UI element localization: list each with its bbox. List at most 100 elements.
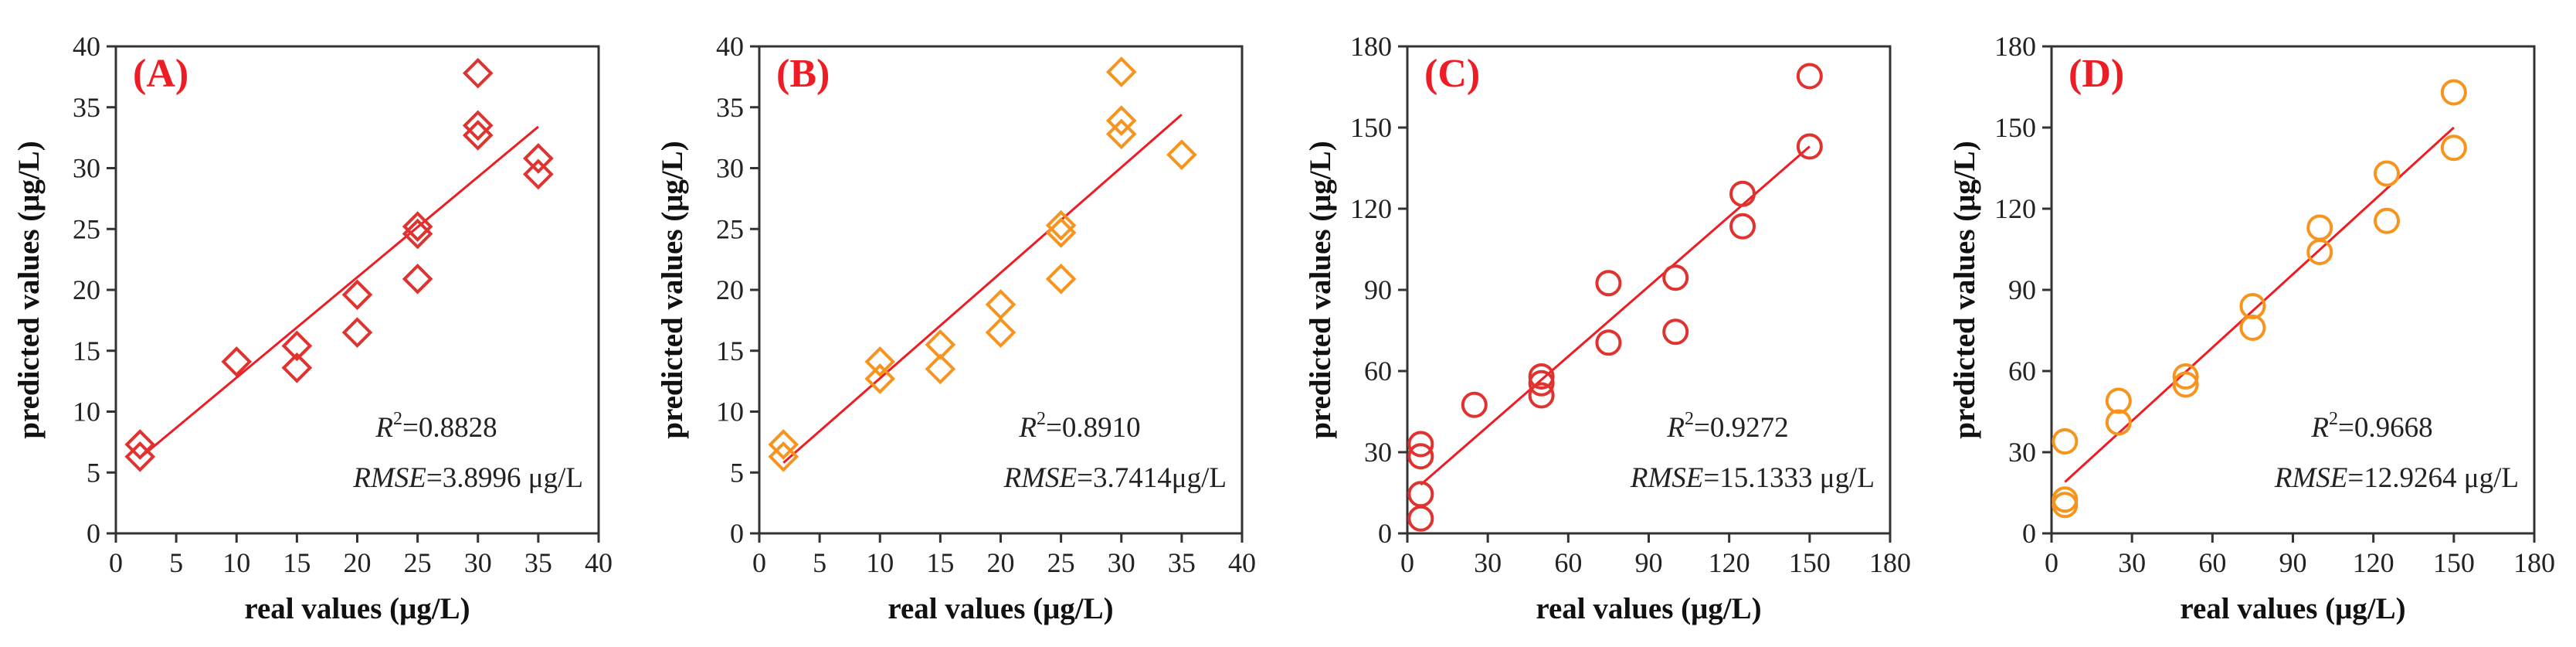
x-tick-label: 0 [109, 547, 123, 578]
y-tick-label: 90 [2008, 274, 2036, 305]
data-point-circle [2172, 363, 2199, 390]
rmse-annotation: RMSE=15.1333 μg/L [1630, 462, 1875, 494]
data-point-circle [2374, 160, 2401, 187]
y-tick-label: 150 [1350, 112, 1392, 143]
x-tick-label: 40 [1228, 547, 1256, 578]
fit-line [139, 125, 539, 459]
data-point-diamond [985, 317, 1016, 348]
data-point-circle [1461, 391, 1488, 418]
x-tick-label: 10 [866, 547, 894, 578]
x-tick-label: 30 [1108, 547, 1135, 578]
r2-superscript: 2 [1037, 409, 1046, 429]
chart-panel-3: 0 30 60 90 120 150 180 0 30 60 90 120 150 180 real val… [1304, 31, 1911, 625]
data-point-diamond [1166, 139, 1197, 171]
y-tick-label: 10 [716, 397, 744, 427]
data-point-circle [2172, 371, 2199, 398]
x-tick-label: 5 [813, 547, 826, 578]
data-point-circle [1407, 481, 1434, 508]
data-point-circle [1729, 213, 1756, 240]
r2-annotation: R2=0.9668 [2310, 409, 2432, 444]
y-tick-label: 20 [73, 274, 100, 305]
fit-line [782, 114, 1183, 464]
x-tick-label: 180 [1869, 547, 1911, 578]
x-tick-label: 20 [987, 547, 1015, 578]
y-tick-label: 0 [2022, 518, 2036, 549]
x-tick-label: 90 [2279, 547, 2307, 578]
x-axis-title: real values (μg/L) [2180, 592, 2405, 625]
data-point-circle [2052, 486, 2079, 513]
y-tick-label: 30 [2008, 437, 2036, 468]
x-tick-label: 15 [283, 547, 311, 578]
r2-superscript: 2 [2329, 409, 2338, 429]
data-point-circle [2306, 214, 2333, 241]
data-point-circle [1796, 63, 1823, 90]
y-axis-title: predicted values (μg/L) [1948, 141, 1981, 438]
rmse-label: RMSE [2274, 462, 2348, 494]
data-point-circle [1528, 363, 1555, 390]
y-tick-label: 15 [716, 335, 744, 366]
data-point-diamond [1105, 56, 1137, 87]
data-point-diamond [925, 329, 956, 360]
r2-value: =0.9668 [2338, 412, 2433, 444]
data-point-circle [1595, 270, 1622, 297]
y-tick-label: 20 [716, 274, 744, 305]
data-point-diamond [281, 330, 313, 362]
y-axis-title: predicted values (μg/L) [656, 141, 689, 438]
data-point-diamond [1105, 105, 1137, 136]
r2-label: R [375, 412, 393, 444]
plot-frame [114, 45, 600, 535]
y-tick-label: 120 [1994, 193, 2036, 224]
x-axis-title: real values (μg/L) [244, 592, 470, 625]
y-tick-label: 30 [716, 153, 744, 184]
x-tick-label: 120 [2353, 547, 2394, 578]
rmse-value: =3.8996 μg/L [426, 462, 583, 494]
y-tick-label: 5 [730, 457, 744, 488]
r2-value: =0.8828 [402, 412, 497, 444]
y-tick-label: 40 [716, 31, 744, 62]
data-point-circle [1595, 329, 1622, 356]
rmse-label: RMSE [352, 462, 426, 494]
data-point-circle [2052, 492, 2079, 519]
data-point-diamond [402, 211, 433, 242]
rmse-annotation: RMSE=12.9264 μg/L [2274, 462, 2519, 494]
y-tick-label: 180 [1994, 31, 2036, 62]
data-point-diamond [124, 429, 156, 460]
r2-value: =0.9272 [1694, 412, 1789, 444]
data-point-diamond [341, 317, 373, 348]
data-point-circle [1407, 505, 1434, 532]
rmse-value: =15.1333 μg/L [1703, 462, 1875, 494]
data-point-diamond [925, 353, 956, 385]
panel-label: (D) [2069, 52, 2124, 96]
data-point-circle [2374, 207, 2401, 234]
data-point-circle [1528, 382, 1555, 409]
data-point-circle [2306, 239, 2333, 265]
chart-panel-4: 0 30 60 90 120 150 180 0 30 60 90 120 150 180 real val… [1948, 31, 2555, 625]
r2-annotation: R2=0.9272 [1666, 409, 1788, 444]
rmse-label: RMSE [1003, 462, 1078, 494]
rmse-annotation: RMSE=3.7414μg/L [1003, 462, 1227, 494]
data-point-diamond [1105, 118, 1137, 150]
y-tick-label: 0 [87, 518, 100, 549]
r2-superscript: 2 [1685, 409, 1694, 429]
x-tick-label: 35 [524, 547, 552, 578]
data-point-diamond [462, 57, 494, 89]
panel-label: (C) [1424, 52, 1480, 96]
data-point-diamond [523, 143, 554, 174]
rmse-value: =12.9264 μg/L [2347, 462, 2519, 494]
y-tick-label: 60 [1364, 356, 1392, 386]
r2-value: =0.8910 [1046, 412, 1141, 444]
panel-label: (B) [776, 52, 830, 96]
data-point-circle [1528, 369, 1555, 397]
y-tick-label: 0 [1378, 518, 1392, 549]
r2-superscript: 2 [393, 409, 402, 429]
r2-annotation: R2=0.8910 [1018, 409, 1140, 444]
y-tick-label: 35 [73, 92, 100, 123]
data-point-diamond [1045, 209, 1077, 241]
x-tick-label: 60 [1554, 547, 1582, 578]
x-tick-label: 25 [404, 547, 432, 578]
y-axis-title: predicted values (μg/L) [1304, 141, 1337, 438]
plot-frame [2050, 45, 2536, 535]
data-point-circle [2239, 293, 2266, 319]
r2-label: R [2310, 412, 2329, 444]
data-point-diamond [768, 429, 799, 460]
